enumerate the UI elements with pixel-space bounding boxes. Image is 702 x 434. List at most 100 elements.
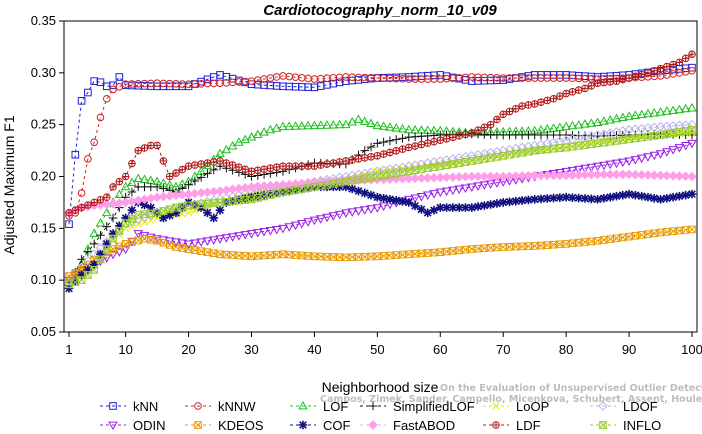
data-point bbox=[662, 170, 672, 181]
data-point bbox=[624, 189, 634, 199]
data-point bbox=[360, 174, 370, 183]
data-point bbox=[96, 249, 105, 259]
data-point bbox=[254, 166, 262, 174]
data-point bbox=[668, 171, 678, 181]
data-point bbox=[185, 162, 192, 170]
data-point bbox=[581, 238, 589, 246]
data-point bbox=[555, 122, 565, 131]
data-point bbox=[473, 171, 483, 182]
x-tick-label: 1 bbox=[65, 342, 72, 357]
data-point bbox=[644, 69, 652, 77]
data-point bbox=[379, 193, 388, 203]
data-point bbox=[279, 162, 287, 170]
data-point bbox=[404, 198, 414, 207]
data-point bbox=[102, 239, 112, 249]
data-point bbox=[121, 219, 131, 227]
data-point bbox=[485, 171, 496, 182]
data-point bbox=[468, 129, 476, 137]
data-point bbox=[687, 102, 697, 112]
data-point bbox=[567, 120, 578, 130]
data-point bbox=[398, 197, 407, 206]
data-point bbox=[271, 123, 282, 132]
legend-marker bbox=[298, 400, 308, 410]
data-point bbox=[84, 201, 92, 209]
x-tick-label: 10 bbox=[118, 342, 132, 357]
data-point bbox=[486, 154, 496, 162]
data-point bbox=[114, 189, 125, 199]
data-point bbox=[109, 85, 117, 94]
data-point bbox=[134, 147, 142, 154]
data-point bbox=[353, 207, 364, 216]
data-point bbox=[227, 233, 238, 242]
data-point bbox=[643, 153, 653, 162]
data-point bbox=[668, 192, 678, 202]
data-point bbox=[555, 170, 565, 181]
data-point bbox=[580, 194, 590, 203]
data-point bbox=[468, 245, 476, 253]
data-point bbox=[178, 210, 186, 218]
data-point bbox=[77, 270, 86, 280]
data-point bbox=[636, 154, 647, 164]
data-point bbox=[184, 201, 194, 210]
data-point bbox=[309, 183, 319, 191]
data-point bbox=[637, 133, 647, 142]
data-point bbox=[115, 73, 124, 81]
data-point bbox=[630, 156, 641, 165]
data-point bbox=[481, 124, 488, 131]
data-point bbox=[417, 249, 426, 258]
legend-label: LoOP bbox=[516, 399, 549, 414]
data-point bbox=[285, 162, 293, 170]
data-point bbox=[398, 251, 407, 259]
data-point bbox=[284, 121, 295, 130]
data-point bbox=[625, 74, 633, 82]
data-point bbox=[216, 157, 224, 165]
data-point bbox=[184, 180, 193, 190]
y-tick-label: 0.15 bbox=[31, 220, 56, 235]
data-point bbox=[297, 120, 307, 130]
data-point bbox=[668, 129, 678, 137]
data-point bbox=[399, 145, 406, 153]
data-point bbox=[561, 167, 571, 177]
data-point bbox=[253, 194, 263, 202]
data-point bbox=[78, 204, 85, 211]
data-point bbox=[656, 131, 666, 139]
data-point bbox=[209, 165, 219, 175]
data-point bbox=[680, 142, 691, 151]
data-point bbox=[606, 78, 614, 86]
data-point bbox=[611, 169, 622, 180]
data-point bbox=[273, 163, 280, 171]
data-point bbox=[492, 171, 502, 182]
data-point bbox=[675, 226, 684, 235]
data-point bbox=[95, 218, 106, 227]
data-point bbox=[385, 195, 395, 204]
data-point bbox=[309, 216, 320, 226]
data-point bbox=[612, 191, 621, 201]
y-axis: 0.05 0.10 0.15 0.20 0.25 0.30 0.35 bbox=[31, 13, 64, 339]
data-point bbox=[391, 196, 401, 205]
data-point bbox=[153, 237, 161, 245]
data-point bbox=[479, 181, 490, 190]
data-point bbox=[354, 186, 363, 196]
data-point bbox=[674, 104, 685, 114]
data-point bbox=[588, 82, 595, 90]
data-point bbox=[680, 171, 691, 182]
data-point bbox=[203, 248, 212, 256]
data-point bbox=[624, 157, 634, 167]
data-point bbox=[542, 194, 552, 203]
data-point bbox=[335, 253, 344, 261]
x-tick-label: 30 bbox=[244, 342, 258, 357]
data-point bbox=[240, 194, 250, 203]
data-point bbox=[586, 140, 596, 148]
data-point bbox=[397, 123, 408, 133]
data-point bbox=[285, 251, 293, 259]
data-point bbox=[466, 183, 477, 192]
data-point bbox=[523, 147, 533, 156]
data-point bbox=[171, 203, 181, 212]
data-point bbox=[235, 251, 243, 260]
data-point bbox=[271, 225, 282, 235]
data-point bbox=[334, 119, 345, 129]
data-point bbox=[83, 265, 93, 275]
data-point bbox=[631, 232, 640, 240]
data-point bbox=[430, 138, 438, 145]
data-point bbox=[466, 171, 477, 182]
